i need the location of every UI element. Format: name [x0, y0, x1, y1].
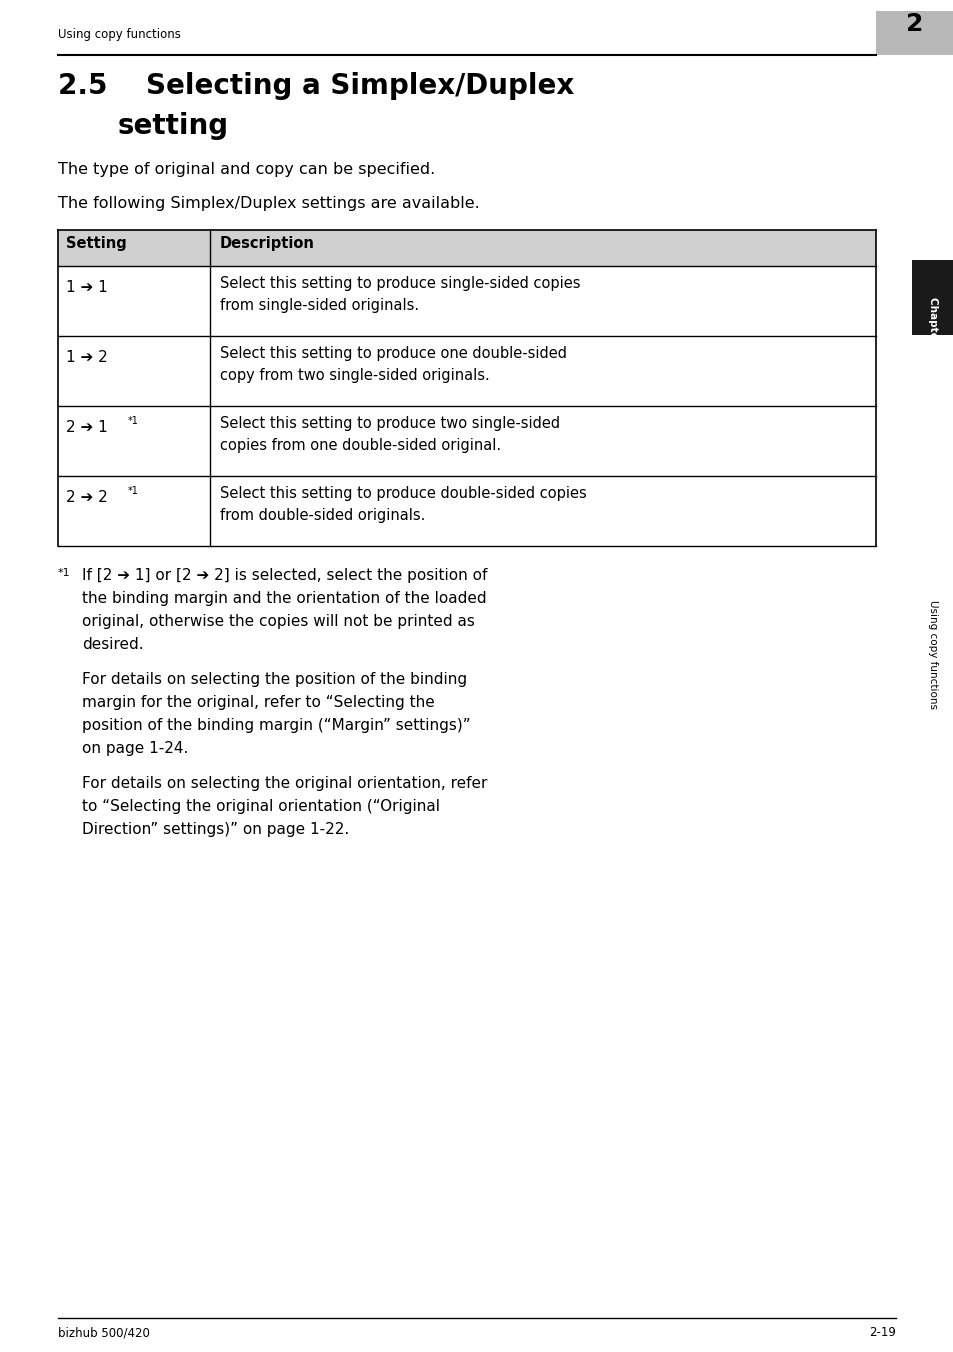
- Text: the binding margin and the orientation of the loaded: the binding margin and the orientation o…: [82, 591, 486, 606]
- Text: margin for the original, refer to “Selecting the: margin for the original, refer to “Selec…: [82, 695, 435, 710]
- Text: Direction” settings)” on page 1-22.: Direction” settings)” on page 1-22.: [82, 822, 349, 837]
- Text: 1 ➔ 1: 1 ➔ 1: [66, 280, 108, 295]
- Text: 2: 2: [905, 12, 923, 37]
- Text: *1: *1: [128, 485, 139, 496]
- Text: on page 1-24.: on page 1-24.: [82, 741, 188, 756]
- Text: For details on selecting the position of the binding: For details on selecting the position of…: [82, 672, 467, 687]
- Text: from single-sided originals.: from single-sided originals.: [220, 297, 418, 314]
- Text: original, otherwise the copies will not be printed as: original, otherwise the copies will not …: [82, 614, 475, 629]
- Text: copies from one double-sided original.: copies from one double-sided original.: [220, 438, 500, 453]
- Text: Select this setting to produce double-sided copies: Select this setting to produce double-si…: [220, 485, 586, 502]
- Text: to “Selecting the original orientation (“Original: to “Selecting the original orientation (…: [82, 799, 439, 814]
- Text: Chapter 2: Chapter 2: [927, 297, 937, 354]
- Bar: [58, 230, 875, 266]
- Text: 2 ➔ 1: 2 ➔ 1: [66, 420, 108, 435]
- Text: The type of original and copy can be specified.: The type of original and copy can be spe…: [58, 162, 435, 177]
- Text: position of the binding margin (“Margin” settings)”: position of the binding margin (“Margin”…: [82, 718, 470, 733]
- Text: setting: setting: [118, 112, 229, 141]
- Text: The following Simplex/Duplex settings are available.: The following Simplex/Duplex settings ar…: [58, 196, 479, 211]
- Text: 2-19: 2-19: [868, 1326, 895, 1338]
- Text: Select this setting to produce single-sided copies: Select this setting to produce single-si…: [220, 276, 579, 291]
- Text: 1 ➔ 2: 1 ➔ 2: [66, 350, 108, 365]
- Text: from double-sided originals.: from double-sided originals.: [220, 508, 425, 523]
- Text: Select this setting to produce two single-sided: Select this setting to produce two singl…: [220, 416, 559, 431]
- Text: 2 ➔ 2: 2 ➔ 2: [66, 489, 108, 506]
- Text: If [2 ➔ 1] or [2 ➔ 2] is selected, select the position of: If [2 ➔ 1] or [2 ➔ 2] is selected, selec…: [82, 568, 487, 583]
- Text: Select this setting to produce one double-sided: Select this setting to produce one doubl…: [220, 346, 566, 361]
- Text: For details on selecting the original orientation, refer: For details on selecting the original or…: [82, 776, 487, 791]
- Bar: [875, 11, 953, 55]
- Text: 2.5    Selecting a Simplex/Duplex: 2.5 Selecting a Simplex/Duplex: [58, 72, 574, 100]
- Text: Setting: Setting: [66, 237, 127, 251]
- Text: Description: Description: [220, 237, 314, 251]
- Text: *1: *1: [58, 568, 71, 579]
- Text: Using copy functions: Using copy functions: [927, 600, 937, 708]
- Text: Using copy functions: Using copy functions: [58, 28, 181, 41]
- Text: copy from two single-sided originals.: copy from two single-sided originals.: [220, 368, 489, 383]
- Text: desired.: desired.: [82, 637, 144, 652]
- Text: bizhub 500/420: bizhub 500/420: [58, 1326, 150, 1338]
- Text: *1: *1: [128, 416, 139, 426]
- Bar: [911, 260, 953, 335]
